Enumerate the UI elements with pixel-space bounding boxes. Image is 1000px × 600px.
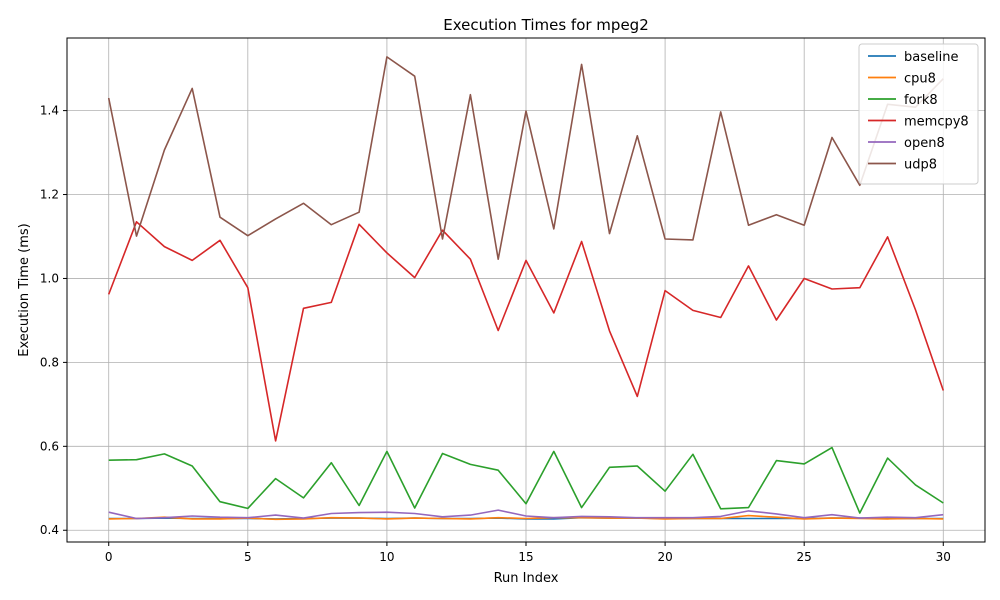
y-tick-label: 0.6 — [40, 439, 59, 453]
x-tick-label: 30 — [936, 550, 951, 564]
legend-label-open8: open8 — [904, 136, 945, 151]
x-tick-label: 25 — [797, 550, 812, 564]
y-tick-label: 1.2 — [40, 188, 59, 202]
y-axis-label: Execution Time (ms) — [17, 223, 32, 356]
y-tick-label: 0.4 — [40, 523, 59, 537]
x-axis-label: Run Index — [494, 571, 559, 586]
legend-label-cpu8: cpu8 — [904, 72, 936, 87]
x-tick-label: 15 — [518, 550, 533, 564]
legend-label-baseline: baseline — [904, 50, 958, 65]
legend: baseline cpu8 fork8 memcpy8 open8 udp8 — [859, 44, 978, 184]
x-tick-label: 20 — [657, 550, 672, 564]
chart-title: Execution Times for mpeg2 — [443, 16, 649, 34]
legend-label-memcpy8: memcpy8 — [904, 115, 969, 130]
x-tick-label: 0 — [105, 550, 113, 564]
legend-label-udp8: udp8 — [904, 158, 937, 173]
legend-label-fork8: fork8 — [904, 93, 938, 108]
y-tick-label: 0.8 — [40, 355, 59, 369]
x-tick-label: 10 — [379, 550, 394, 564]
y-tick-label: 1.4 — [40, 104, 59, 118]
y-tick-label: 1.0 — [40, 271, 59, 285]
x-tick-label: 5 — [244, 550, 252, 564]
